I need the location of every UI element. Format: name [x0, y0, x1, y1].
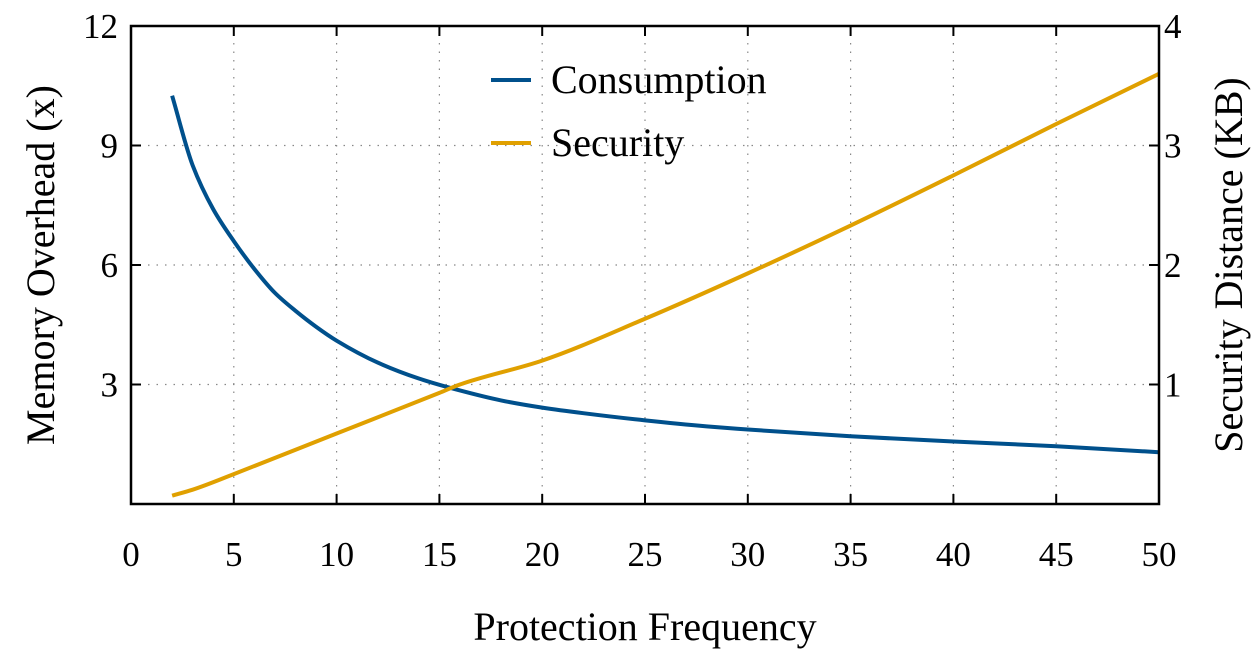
tick-marks	[130, 25, 1160, 504]
x-tick-label: 0	[122, 535, 140, 574]
x-tick-label: 10	[319, 535, 354, 574]
right-y-tick-labels: 1 2 3 4	[1164, 7, 1182, 405]
legend-label-consumption: Consumption	[551, 57, 767, 102]
legend-label-security: Security	[551, 120, 684, 165]
right-y-axis-title: Security Distance (KB)	[1206, 77, 1251, 452]
right-y-tick-label: 1	[1164, 366, 1182, 405]
left-y-tick-label: 9	[101, 127, 119, 166]
left-y-tick-labels: 3 6 9 12	[83, 7, 118, 405]
gridlines	[131, 26, 1159, 504]
x-tick-label: 45	[1039, 535, 1074, 574]
x-tick-labels: 0 5 10 15 20 25 30 35 40 45 50	[122, 535, 1176, 574]
left-y-axis-title: Memory Overhead (x)	[18, 85, 63, 445]
x-tick-label: 15	[422, 535, 457, 574]
left-y-tick-label: 3	[101, 366, 119, 405]
x-tick-label: 25	[628, 535, 663, 574]
x-axis-title: Protection Frequency	[473, 604, 816, 649]
left-y-tick-label: 6	[101, 246, 119, 285]
legend: Consumption Security	[491, 57, 767, 165]
right-y-tick-label: 4	[1164, 7, 1182, 46]
x-tick-label: 5	[225, 535, 243, 574]
x-tick-label: 50	[1142, 535, 1177, 574]
x-tick-label: 30	[730, 535, 765, 574]
right-y-tick-label: 3	[1164, 127, 1182, 166]
x-tick-label: 20	[525, 535, 560, 574]
x-tick-label: 35	[833, 535, 868, 574]
x-tick-label: 40	[936, 535, 971, 574]
series-lines	[170, 72, 1160, 498]
series-line-security	[171, 72, 1160, 498]
left-y-tick-label: 12	[83, 7, 118, 46]
right-y-tick-label: 2	[1164, 246, 1182, 285]
series-line-consumption	[170, 95, 1160, 455]
